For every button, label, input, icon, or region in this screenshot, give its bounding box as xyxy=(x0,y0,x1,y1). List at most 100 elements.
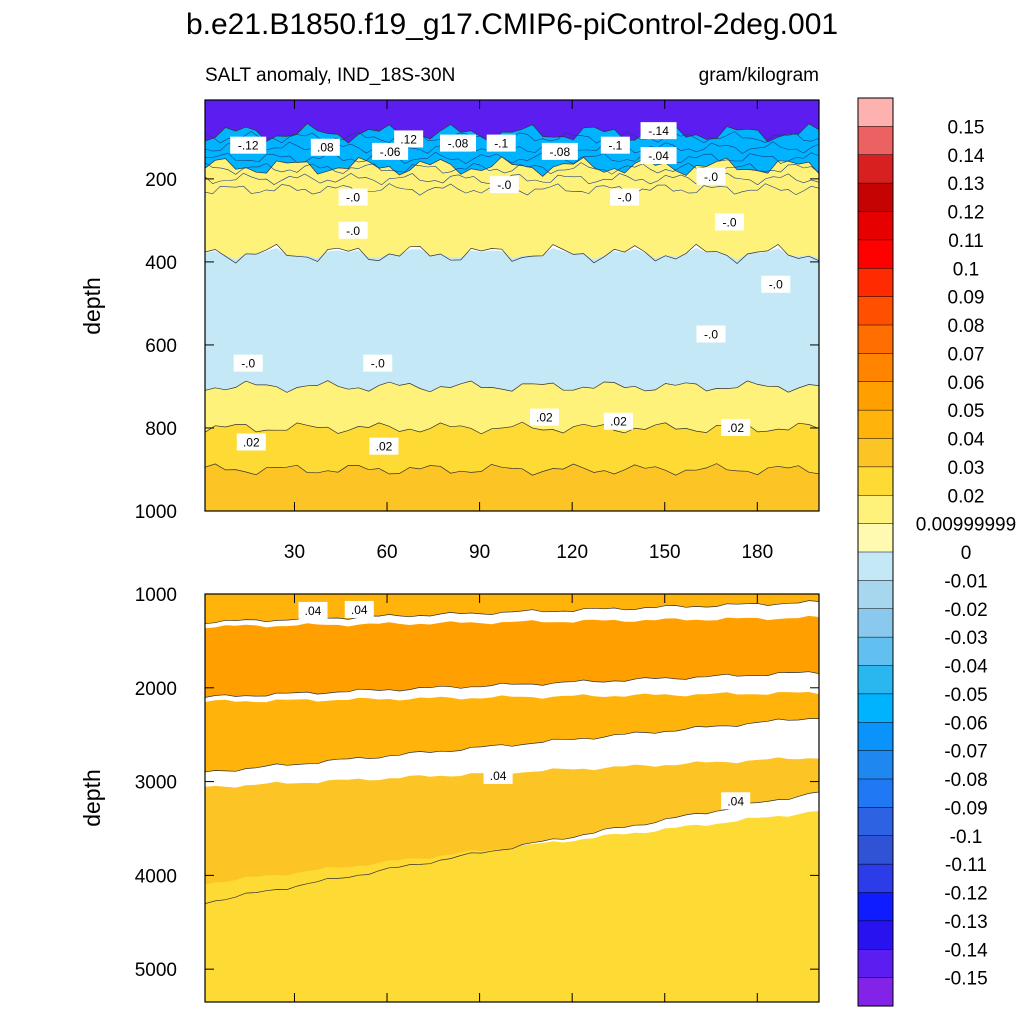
upper-contour-label: -.1 xyxy=(600,136,630,154)
upper-contour-label-text: .02 xyxy=(243,436,260,450)
upper-contour-label-text: .12 xyxy=(400,132,417,146)
upper-contour-label: -.0 xyxy=(610,188,640,206)
lower-contour-label-text: .04 xyxy=(305,604,322,618)
chart-subtitle-right: gram/kilogram xyxy=(699,65,819,86)
lower-contour-label-bg xyxy=(344,600,374,618)
upper-contour-label-bg xyxy=(541,142,578,160)
colorbar-box xyxy=(857,920,894,950)
lower-y-tick-label: 3000 xyxy=(135,773,177,794)
lower-panel-fill xyxy=(205,594,819,1002)
upper-contour-label-bg xyxy=(489,176,519,194)
lower-band-4 xyxy=(205,811,819,1002)
colorbar-box xyxy=(857,665,894,695)
colorbar-box xyxy=(857,580,894,610)
colorbar-tick-label: 0.09 xyxy=(948,288,985,309)
upper-contour-label-text: .02 xyxy=(536,411,553,425)
colorbar-box xyxy=(857,892,894,922)
colorbar-box xyxy=(857,636,894,667)
upper-contour-label: .02 xyxy=(603,412,633,430)
colorbar-tick-label: 0.11 xyxy=(948,231,984,252)
upper-panel-ticks: 200 400 600 800 1000 30 60 90 120 150 180 xyxy=(135,100,819,563)
colorbar-box xyxy=(857,863,894,894)
lower-panel-contour-labels: .04 .04 .04 .04 xyxy=(298,600,751,810)
upper-contour-label: .02 xyxy=(369,437,399,455)
colorbar-box xyxy=(857,750,894,780)
upper-contour-label: -.0 xyxy=(363,354,393,372)
upper-y-tick-label: 400 xyxy=(145,253,177,274)
colorbar-box xyxy=(857,268,894,298)
upper-contour-label: -.0 xyxy=(761,275,791,293)
upper-contour-label: -.04 xyxy=(640,147,677,165)
lower-y-tick-label: 4000 xyxy=(135,866,177,887)
upper-contour-label: .02 xyxy=(529,408,559,426)
colorbar-tick-label: -0.08 xyxy=(944,770,987,791)
upper-contour-label-text: -.06 xyxy=(380,145,401,159)
upper-contour-label-text: -.1 xyxy=(608,139,622,153)
x-tick-label: 150 xyxy=(649,542,681,563)
colorbar-box xyxy=(857,551,894,581)
upper-contour-label: -.0 xyxy=(233,354,263,372)
chart-subtitle-left: SALT anomaly, IND_18S-30N xyxy=(205,65,455,86)
upper-contour-label: .02 xyxy=(721,418,751,436)
x-tick-label: 60 xyxy=(376,542,397,563)
upper-contour-label-text: -.0 xyxy=(371,357,385,371)
colorbar-box xyxy=(857,97,894,127)
colorbar-box xyxy=(857,495,894,525)
upper-contour-label-text: -.0 xyxy=(618,191,632,205)
colorbar-tick-label: -0.01 xyxy=(944,571,987,592)
upper-contour-label: .08 xyxy=(310,138,340,156)
lower-panel-frame xyxy=(204,593,820,1003)
colorbar-box xyxy=(857,693,894,723)
lower-y-tick-label: 5000 xyxy=(135,960,177,981)
upper-contour-line-2 xyxy=(205,243,819,264)
upper-contour-label: .12 xyxy=(394,130,424,148)
lower-band-2 xyxy=(205,692,819,772)
colorbar-tick-label: -0.14 xyxy=(944,940,988,961)
upper-y-tick-label: 1000 xyxy=(135,502,177,523)
colorbar-box xyxy=(857,211,894,241)
lower-contour-line-2 xyxy=(205,718,819,773)
lower-contour-label-text: .04 xyxy=(351,603,368,617)
colorbar-tick-label: 0.00999999 xyxy=(916,515,1016,536)
upper-contour-label-bg xyxy=(761,275,791,293)
upper-contour-label: -.12 xyxy=(230,136,267,154)
upper-contour-label-text: -.0 xyxy=(346,191,360,205)
colorbar-box xyxy=(857,154,894,184)
upper-band-4 xyxy=(205,380,819,434)
lower-band-1 xyxy=(205,615,819,698)
upper-contour-line-4 xyxy=(205,421,819,435)
colorbar-tick-label: -0.04 xyxy=(944,657,988,678)
upper-contour-label-text: -.08 xyxy=(549,145,570,159)
colorbar-box xyxy=(857,722,894,752)
upper-contour-label-bg xyxy=(696,325,726,343)
colorbar-box xyxy=(857,977,894,1007)
upper-band-3 xyxy=(205,248,819,393)
upper-contour-label: -.0 xyxy=(696,325,726,343)
upper-contour-label-bg xyxy=(640,147,677,165)
upper-contour-label-text: -.0 xyxy=(723,215,737,229)
upper-panel-frame xyxy=(204,99,820,512)
upper-contour-label-text: -.0 xyxy=(769,278,783,292)
upper-contour-label-bg xyxy=(600,136,630,154)
colorbar-box xyxy=(857,353,894,383)
lower-contour-label: .04 xyxy=(344,600,374,618)
upper-contour-label-bg xyxy=(363,354,393,372)
upper-contour-label-text: -.12 xyxy=(238,139,259,153)
upper-contour-label: -.08 xyxy=(541,142,578,160)
upper-contour-line-3 xyxy=(205,380,819,393)
colorbar-tick-label: 0.07 xyxy=(948,344,985,365)
upper-contour-label-bg xyxy=(394,130,424,148)
lower-contour-line-3 xyxy=(205,791,819,904)
colorbar-box xyxy=(857,608,894,638)
colorbar-tick-label: 0.03 xyxy=(948,458,985,479)
colorbar-box xyxy=(857,807,894,837)
colorbar-tick-label: -0.15 xyxy=(944,969,987,990)
upper-contour-label: -.1 xyxy=(486,134,516,152)
lower-contour-label: .04 xyxy=(298,601,328,619)
upper-contour-label-text: .02 xyxy=(610,415,627,429)
upper-contour-label: -.08 xyxy=(440,134,477,152)
upper-contour-label-bg xyxy=(640,122,677,140)
upper-contour-label-bg xyxy=(236,433,266,451)
upper-contour-label: -.0 xyxy=(715,213,745,231)
